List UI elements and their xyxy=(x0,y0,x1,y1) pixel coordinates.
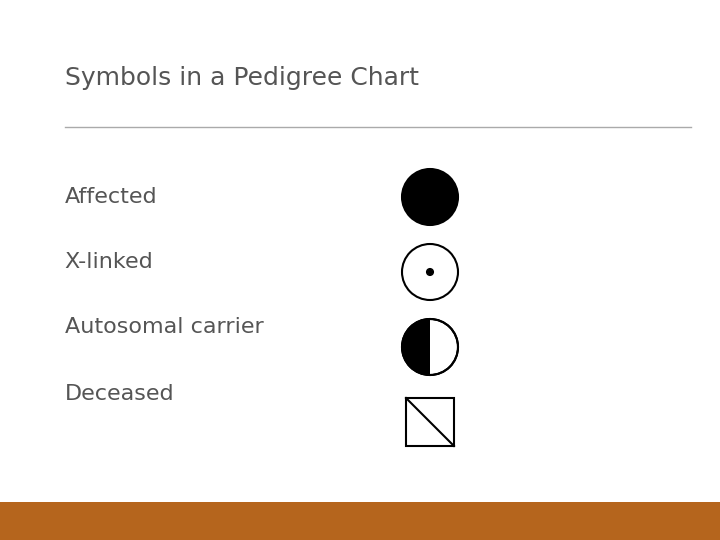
Text: Affected: Affected xyxy=(65,187,158,207)
Text: Symbols in a Pedigree Chart: Symbols in a Pedigree Chart xyxy=(65,66,419,90)
Bar xyxy=(0,502,720,540)
Text: Autosomal carrier: Autosomal carrier xyxy=(65,316,264,337)
Text: Deceased: Deceased xyxy=(65,384,174,404)
Circle shape xyxy=(402,169,458,225)
Circle shape xyxy=(402,319,458,375)
Bar xyxy=(406,398,454,446)
Circle shape xyxy=(427,268,433,275)
Polygon shape xyxy=(402,319,430,375)
Text: X-linked: X-linked xyxy=(65,252,153,272)
Circle shape xyxy=(402,244,458,300)
